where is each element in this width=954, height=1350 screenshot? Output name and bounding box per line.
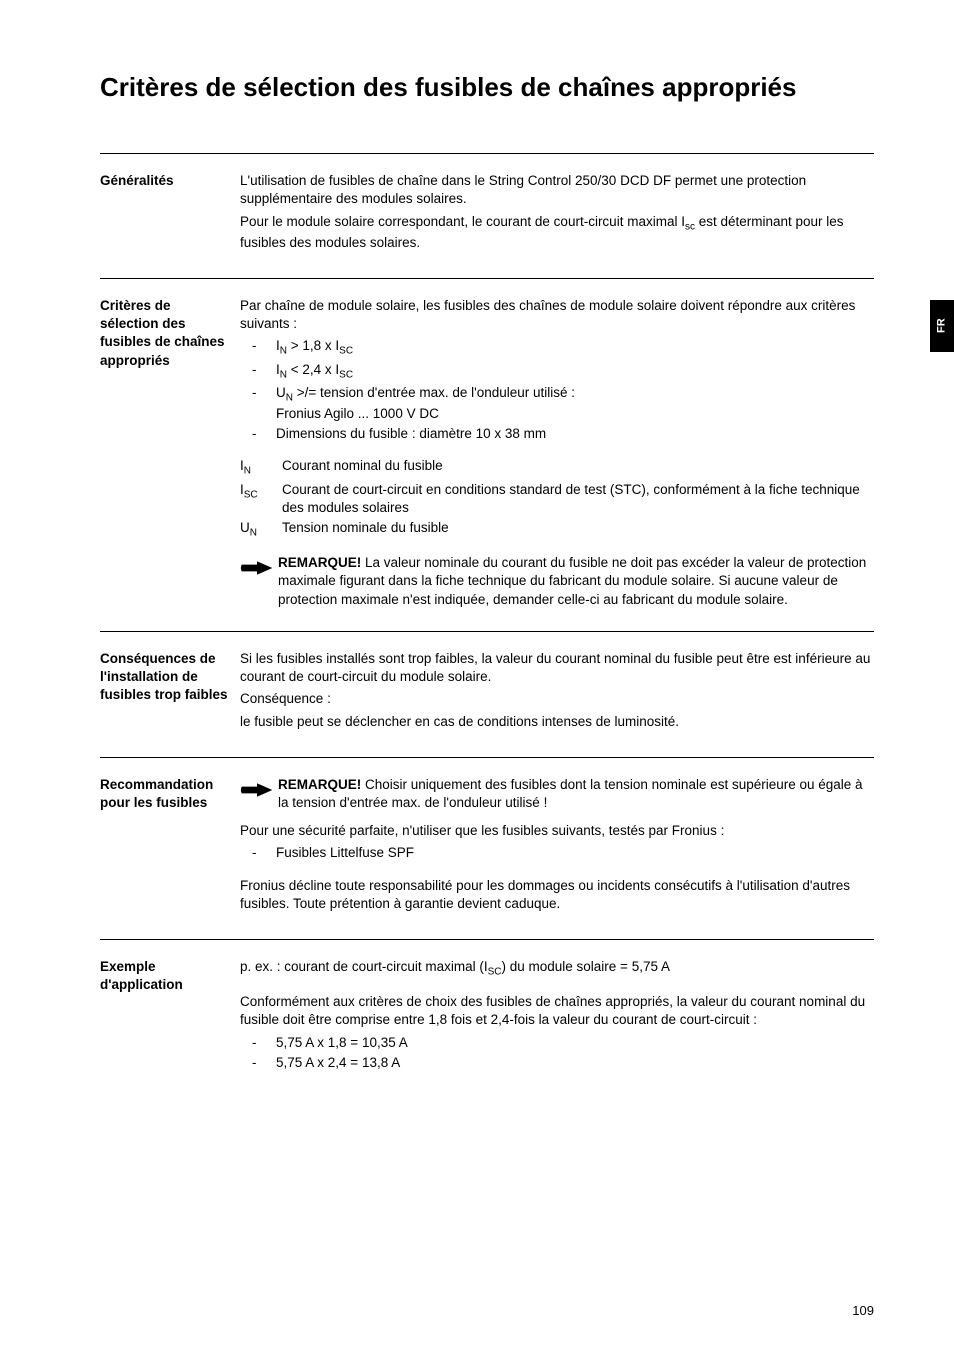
t: N	[286, 392, 293, 403]
page-title: Critères de sélection des fusibles de ch…	[100, 70, 874, 105]
section-consequences: Conséquences de l'installation de fusibl…	[100, 631, 874, 757]
general-p1: L'utilisation de fusibles de chaîne dans…	[240, 172, 874, 208]
note-body: Choisir uniquement des fusibles dont la …	[278, 777, 863, 810]
criteria-item-4: Dimensions du fusible : diamètre 10 x 38…	[240, 425, 874, 443]
def-isc: Courant de court-circuit en conditions s…	[282, 481, 874, 517]
section-heading-criteria: Critères de sélection des fusibles de ch…	[100, 297, 240, 609]
section-body-recommendation: REMARQUE! Choisir uniquement des fusible…	[240, 776, 874, 917]
note-recommendation: REMARQUE! Choisir uniquement des fusible…	[240, 776, 874, 812]
section-heading-consequences: Conséquences de l'installation de fusibl…	[100, 650, 240, 735]
section-body-general: L'utilisation de fusibles de chaîne dans…	[240, 172, 874, 256]
note-criteria: REMARQUE! La valeur nominale du courant …	[240, 554, 874, 609]
conseq-p1: Si les fusibles installés sont trop faib…	[240, 650, 874, 686]
t: N	[244, 466, 251, 477]
t: SC	[339, 346, 353, 357]
def-un: Tension nominale du fusible	[282, 519, 874, 540]
section-criteria: Critères de sélection des fusibles de ch…	[100, 278, 874, 631]
section-general: Généralités L'utilisation de fusibles de…	[100, 153, 874, 278]
criteria-item-3b: Fronius Agilo ... 1000 V DC	[276, 405, 874, 423]
rec-p2: Fronius décline toute responsabilité pou…	[240, 877, 874, 913]
general-p2-sub: sc	[685, 221, 695, 232]
t: SC	[488, 967, 502, 978]
pointing-hand-icon	[240, 554, 278, 609]
note-body: La valeur nominale du courant du fusible…	[278, 555, 866, 606]
example-item-1: 5,75 A x 1,8 = 10,35 A	[240, 1034, 874, 1052]
section-body-criteria: Par chaîne de module solaire, les fusibl…	[240, 297, 874, 609]
criteria-item-2: IN < 2,4 x ISC	[240, 361, 874, 382]
example-item-2: 5,75 A x 2,4 = 13,8 A	[240, 1054, 874, 1072]
note-criteria-text: REMARQUE! La valeur nominale du courant …	[278, 554, 874, 609]
t: SC	[339, 369, 353, 380]
section-recommendation: Recommandation pour les fusibles REMARQU…	[100, 757, 874, 939]
example-list: 5,75 A x 1,8 = 10,35 A 5,75 A x 2,4 = 13…	[240, 1034, 874, 1072]
rec-list: Fusibles Littelfuse SPF	[240, 844, 874, 862]
def-in: Courant nominal du fusible	[282, 457, 874, 478]
rec-item-1: Fusibles Littelfuse SPF	[240, 844, 874, 862]
t: < 2,4 x I	[287, 362, 339, 377]
t: N	[250, 528, 257, 539]
sym-isc: ISC	[240, 481, 282, 517]
general-p2a: Pour le module solaire correspondant, le…	[240, 214, 685, 229]
t: > 1,8 x I	[287, 338, 339, 353]
t: ) du module solaire = 5,75 A	[502, 959, 670, 974]
criteria-list: IN > 1,8 x ISC IN < 2,4 x ISC UN >/= ten…	[240, 337, 874, 443]
language-tab: FR	[930, 300, 954, 352]
symbol-definitions: IN Courant nominal du fusible ISC Couran…	[240, 457, 874, 540]
rec-p1: Pour une sécurité parfaite, n'utiliser q…	[240, 822, 874, 840]
page-number: 109	[852, 1302, 874, 1320]
t: U	[240, 520, 250, 535]
section-heading-recommendation: Recommandation pour les fusibles	[100, 776, 240, 917]
criteria-item-1: IN > 1,8 x ISC	[240, 337, 874, 358]
t: p. ex. : courant de court-circuit maxima…	[240, 959, 488, 974]
section-heading-general: Généralités	[100, 172, 240, 256]
note-recommendation-text: REMARQUE! Choisir uniquement des fusible…	[278, 776, 874, 812]
sym-in: IN	[240, 457, 282, 478]
section-body-consequences: Si les fusibles installés sont trop faib…	[240, 650, 874, 735]
section-body-example: p. ex. : courant de court-circuit maxima…	[240, 958, 874, 1074]
pointing-hand-icon	[240, 776, 278, 812]
t: N	[280, 369, 287, 380]
note-lead: REMARQUE!	[278, 777, 361, 792]
t: SC	[244, 489, 258, 500]
t: N	[280, 346, 287, 357]
section-heading-example: Exemple d'application	[100, 958, 240, 1074]
t: >/= tension d'entrée max. de l'onduleur …	[293, 385, 575, 400]
example-p2: Conformément aux critères de choix des f…	[240, 993, 874, 1029]
example-p1: p. ex. : courant de court-circuit maxima…	[240, 958, 874, 979]
conseq-p2: Conséquence :	[240, 690, 874, 708]
criteria-intro: Par chaîne de module solaire, les fusibl…	[240, 297, 874, 333]
sym-un: UN	[240, 519, 282, 540]
conseq-p3: le fusible peut se déclencher en cas de …	[240, 713, 874, 731]
criteria-item-3: UN >/= tension d'entrée max. de l'ondule…	[240, 384, 874, 423]
section-example: Exemple d'application p. ex. : courant d…	[100, 939, 874, 1096]
note-lead: REMARQUE!	[278, 555, 361, 570]
t: U	[276, 385, 286, 400]
general-p2: Pour le module solaire correspondant, le…	[240, 213, 874, 252]
